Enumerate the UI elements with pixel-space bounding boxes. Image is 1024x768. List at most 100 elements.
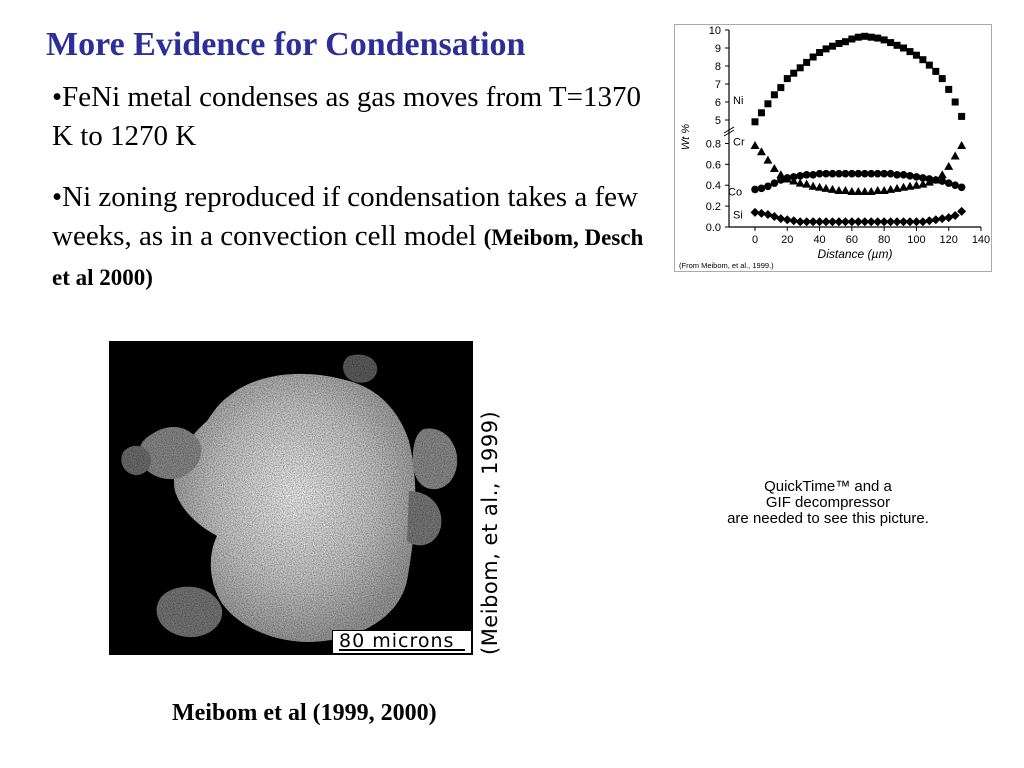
y-tick-label: 7: [715, 79, 721, 91]
cr-point: [944, 161, 954, 170]
si-point: [756, 208, 766, 218]
ni-point: [880, 36, 888, 44]
co-point: [809, 170, 817, 179]
si-point: [905, 217, 915, 227]
y-tick-label: 5: [715, 115, 721, 127]
cr-point: [950, 151, 960, 160]
axis-break-mark: [723, 129, 735, 137]
ni-point: [887, 39, 895, 47]
ni-point: [835, 40, 843, 47]
quicktime-line-1: QuickTime™ and a: [764, 478, 892, 495]
micrograph-credit: (Meibom, et al., 1999): [478, 410, 502, 655]
ni-point: [958, 112, 966, 120]
ni-point: [848, 35, 856, 43]
scale-bar-label: 80 microns: [339, 630, 455, 652]
y-tick-label: 6: [715, 97, 721, 109]
axis-break-mark: [723, 126, 735, 134]
co-point: [770, 179, 779, 187]
bullet-citation: (Meibom, Desch et al 2000): [52, 225, 644, 290]
scale-bar: 80 microns: [332, 630, 472, 654]
ni-point: [854, 33, 862, 41]
series-label-co: Co: [728, 186, 742, 198]
co-point: [932, 176, 940, 184]
si-point: [911, 217, 921, 227]
cr-point: [879, 185, 889, 194]
ni-point: [822, 45, 830, 53]
si-point: [769, 212, 779, 222]
ni-point: [951, 98, 959, 106]
si-point: [937, 214, 947, 224]
quicktime-line-2: GIF decompressor: [765, 494, 891, 511]
y-tick-label: 0.2: [706, 201, 721, 213]
co-point: [789, 173, 798, 181]
ni-point: [919, 56, 927, 64]
ni-point: [938, 75, 946, 83]
x-tick-label: 100: [907, 234, 925, 246]
ni-point: [867, 33, 875, 41]
si-point: [918, 217, 928, 227]
quicktime-placeholder: QuickTime™ and a GIF decompressor are ne…: [668, 479, 988, 527]
si-point: [827, 217, 837, 227]
cr-point: [821, 183, 831, 192]
cr-point: [860, 186, 870, 195]
co-point: [867, 169, 876, 178]
co-point: [835, 169, 843, 178]
x-axis-label: Distance (µm): [818, 247, 893, 261]
si-point: [750, 207, 760, 217]
chart-source-note: (From Meibom, et al., 1999.): [679, 261, 774, 270]
y-tick-label: 0.0: [706, 222, 721, 234]
ni-point: [906, 48, 914, 56]
co-point: [957, 183, 966, 192]
ni-point: [770, 91, 778, 99]
meibom-micrograph: 80 microns: [109, 341, 473, 655]
ni-point: [751, 118, 759, 126]
co-point: [893, 170, 901, 179]
ni-point: [932, 67, 940, 75]
co-point: [951, 181, 959, 190]
co-point: [886, 169, 895, 178]
si-point: [853, 217, 863, 227]
co-point: [880, 169, 888, 178]
si-point: [840, 217, 850, 227]
cr-point: [886, 184, 896, 193]
co-point: [925, 175, 934, 183]
si-point: [802, 217, 812, 227]
y-tick-label: 8: [715, 61, 721, 73]
y-tick-label: 0.8: [706, 138, 721, 150]
cr-point: [769, 164, 779, 173]
co-point: [848, 169, 856, 178]
co-point: [815, 169, 824, 178]
co-point: [912, 173, 921, 181]
si-point: [847, 217, 857, 227]
series-label-si: Si: [733, 209, 743, 221]
cr-point: [899, 182, 909, 191]
si-point: [899, 217, 909, 227]
co-point: [783, 174, 792, 182]
cr-point: [840, 185, 850, 194]
x-tick-label: 80: [878, 234, 890, 246]
ni-point: [764, 100, 772, 108]
ni-point: [874, 34, 882, 42]
x-tick-label: 120: [940, 234, 958, 246]
series-label-ni: Ni: [733, 95, 743, 107]
y-tick-label: 0.4: [706, 180, 721, 192]
bullet-feni-condensation: •FeNi metal condenses as gas moves from …: [52, 81, 641, 152]
bullet-ni-zoning-text: •Ni zoning reproduced if condensation ta…: [52, 181, 638, 252]
slide-title: More Evidence for Condensation: [46, 26, 526, 63]
cr-point: [918, 179, 928, 188]
zoning-profile-chart: 0.0 0.2 0.4 0.6 0.8 5 6 7 8 9 10 0 20 40 60 80 100 120 140…: [674, 24, 992, 272]
co-point: [757, 184, 766, 193]
cr-point: [808, 181, 818, 190]
co-point: [906, 172, 914, 180]
cr-point: [815, 182, 825, 191]
x-tick-label: 60: [846, 234, 858, 246]
figure-caption: Meibom et al (1999, 2000): [172, 700, 437, 726]
ni-point: [790, 69, 798, 77]
co-point: [777, 176, 785, 184]
x-tick-label: 140: [972, 234, 990, 246]
ni-point: [912, 51, 920, 59]
cr-point: [827, 184, 837, 193]
cr-point: [911, 180, 921, 189]
si-point: [957, 206, 967, 216]
